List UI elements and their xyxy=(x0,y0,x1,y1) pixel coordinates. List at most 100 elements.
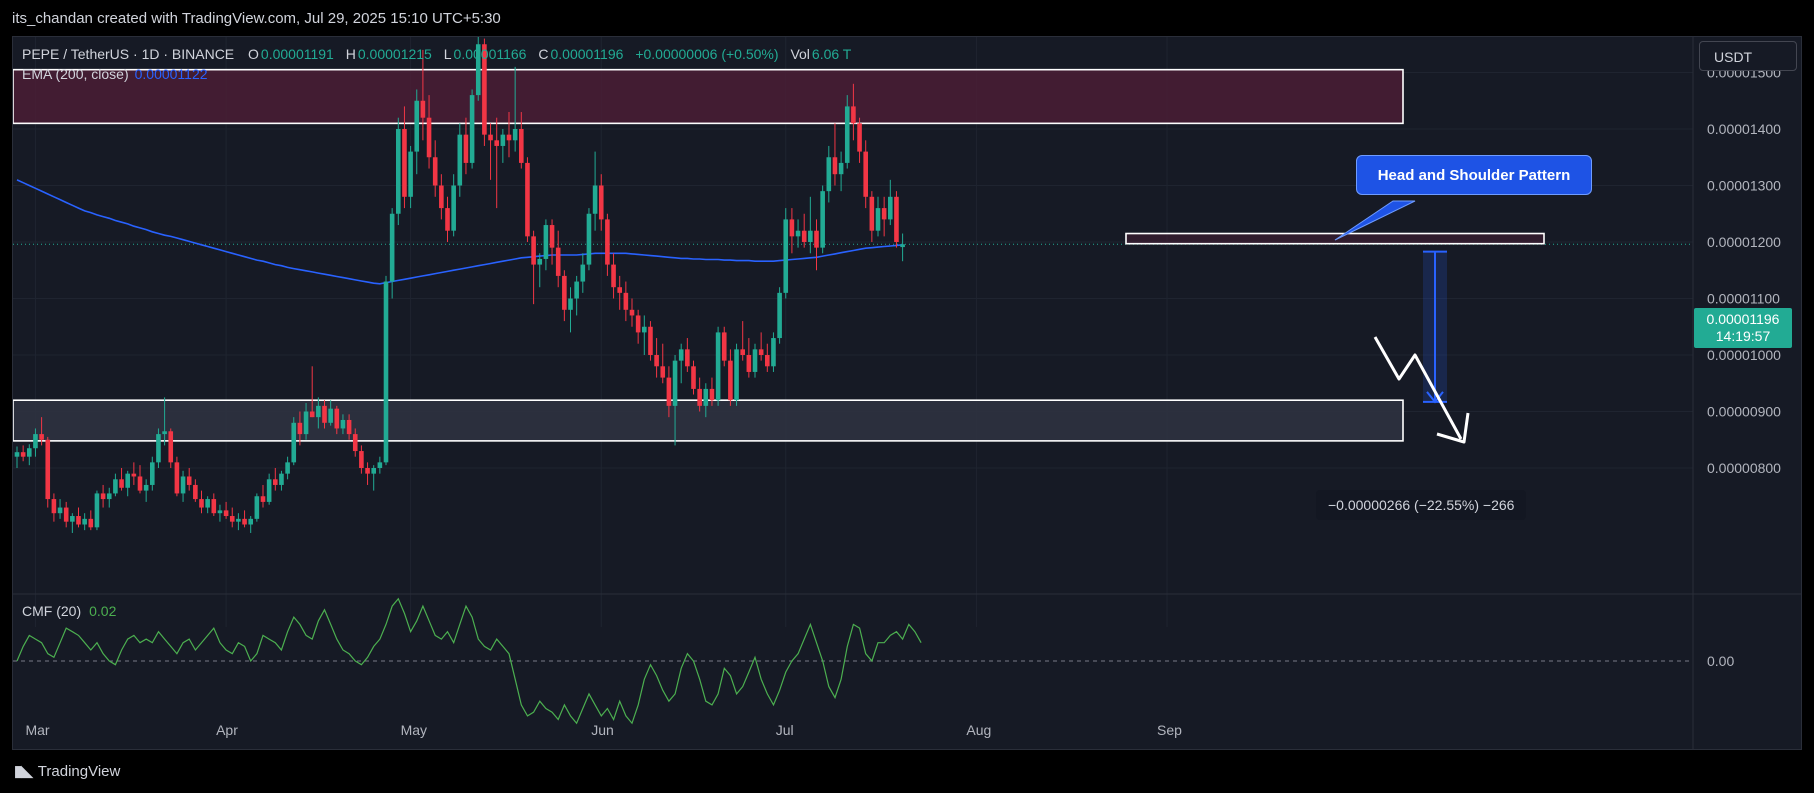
candle-body[interactable] xyxy=(777,292,782,339)
candle-body[interactable] xyxy=(654,355,659,367)
candle-body[interactable] xyxy=(512,129,518,141)
candle-body[interactable] xyxy=(432,157,438,186)
candle-body[interactable] xyxy=(242,518,247,525)
candle-body[interactable] xyxy=(174,462,180,494)
candle-body[interactable] xyxy=(469,95,475,163)
candle-body[interactable] xyxy=(27,448,32,457)
candle-body[interactable] xyxy=(758,349,764,355)
candle-body[interactable] xyxy=(150,462,155,485)
candle-body[interactable] xyxy=(648,326,653,355)
candle-body[interactable] xyxy=(254,496,260,519)
candle-body[interactable] xyxy=(642,326,647,333)
candle-body[interactable] xyxy=(266,479,272,502)
candle-body[interactable] xyxy=(451,185,456,231)
candle-body[interactable] xyxy=(316,405,321,418)
candle-body[interactable] xyxy=(359,451,364,468)
candle-body[interactable] xyxy=(697,388,702,406)
candle-body[interactable] xyxy=(568,298,573,310)
pattern-callout[interactable]: Head and Shoulder Pattern xyxy=(1356,155,1592,195)
candle-body[interactable] xyxy=(555,247,561,276)
candle-body[interactable] xyxy=(20,452,26,457)
candle-body[interactable] xyxy=(273,479,278,485)
candle-body[interactable] xyxy=(223,510,229,517)
candle-body[interactable] xyxy=(525,162,530,237)
candle-body[interactable] xyxy=(894,196,899,242)
candle-body[interactable] xyxy=(740,349,745,355)
candle-body[interactable] xyxy=(721,332,727,361)
candle-body[interactable] xyxy=(752,349,758,372)
currency-button[interactable]: USDT xyxy=(1699,41,1797,71)
candle-body[interactable] xyxy=(574,281,579,299)
candle-body[interactable] xyxy=(580,264,586,282)
candle-body[interactable] xyxy=(672,360,678,406)
candle-body[interactable] xyxy=(666,377,672,406)
candle-body[interactable] xyxy=(346,419,352,435)
candle-body[interactable] xyxy=(371,468,376,474)
candle-body[interactable] xyxy=(715,332,721,401)
candle-body[interactable] xyxy=(352,434,358,452)
candle-body[interactable] xyxy=(156,434,161,463)
candle-body[interactable] xyxy=(789,219,795,237)
candle-body[interactable] xyxy=(592,185,598,214)
candle-body[interactable] xyxy=(537,258,543,265)
candle-body[interactable] xyxy=(57,507,63,514)
candle-body[interactable] xyxy=(33,434,38,449)
candle-body[interactable] xyxy=(396,129,401,214)
candle-body[interactable] xyxy=(900,244,905,248)
candle-body[interactable] xyxy=(426,117,432,158)
candle-body[interactable] xyxy=(475,44,481,96)
candle-body[interactable] xyxy=(463,134,469,163)
candle-body[interactable] xyxy=(389,213,395,282)
candle-body[interactable] xyxy=(63,507,69,522)
candle-body[interactable] xyxy=(820,191,825,248)
candle-body[interactable] xyxy=(377,462,383,468)
candle-body[interactable] xyxy=(180,476,186,494)
cmf-label[interactable]: CMF (20) xyxy=(22,603,82,619)
candle-body[interactable] xyxy=(340,419,346,429)
candle-body[interactable] xyxy=(851,106,856,124)
tradingview-logo[interactable]: ▮◣ TradingView xyxy=(14,762,120,781)
candle-body[interactable] xyxy=(814,230,819,248)
candle-body[interactable] xyxy=(88,518,94,528)
candle-body[interactable] xyxy=(365,468,370,474)
candle-body[interactable] xyxy=(611,264,616,288)
candle-body[interactable] xyxy=(408,151,413,197)
price-chart[interactable]: 0.000016000.000015000.000014000.00001300… xyxy=(13,37,1802,750)
candle-body[interactable] xyxy=(199,499,204,508)
cmf-legend[interactable]: CMF (20) 0.02 xyxy=(22,603,116,619)
candle-body[interactable] xyxy=(832,157,838,175)
candle-body[interactable] xyxy=(193,484,198,500)
candle-body[interactable] xyxy=(488,134,493,141)
candle-body[interactable] xyxy=(709,388,715,401)
candle-body[interactable] xyxy=(162,431,167,435)
candle-body[interactable] xyxy=(844,106,850,163)
candle-body[interactable] xyxy=(186,476,192,485)
candle-body[interactable] xyxy=(617,287,622,293)
candle-body[interactable] xyxy=(106,493,112,500)
candle-body[interactable] xyxy=(857,123,862,152)
candle-body[interactable] xyxy=(660,366,666,378)
candle-body[interactable] xyxy=(168,431,174,463)
candle-body[interactable] xyxy=(297,422,303,435)
candle-body[interactable] xyxy=(383,281,389,463)
candle-body[interactable] xyxy=(543,225,549,259)
candle-body[interactable] xyxy=(328,408,333,423)
candle-body[interactable] xyxy=(519,129,524,163)
candle-body[interactable] xyxy=(863,151,868,197)
candle-body[interactable] xyxy=(211,499,217,514)
candle-body[interactable] xyxy=(14,452,20,457)
candle-body[interactable] xyxy=(143,484,149,491)
candle-body[interactable] xyxy=(70,516,75,522)
candle-body[interactable] xyxy=(236,518,241,522)
candle-body[interactable] xyxy=(888,196,893,220)
candle-body[interactable] xyxy=(285,462,290,474)
candle-body[interactable] xyxy=(279,473,284,485)
candle-body[interactable] xyxy=(113,479,118,494)
candle-body[interactable] xyxy=(414,100,420,152)
candle-body[interactable] xyxy=(420,100,426,118)
candle-body[interactable] xyxy=(51,499,57,514)
candle-body[interactable] xyxy=(549,225,555,248)
candle-body[interactable] xyxy=(765,355,770,367)
candle-body[interactable] xyxy=(94,493,100,528)
candle-body[interactable] xyxy=(734,349,739,401)
